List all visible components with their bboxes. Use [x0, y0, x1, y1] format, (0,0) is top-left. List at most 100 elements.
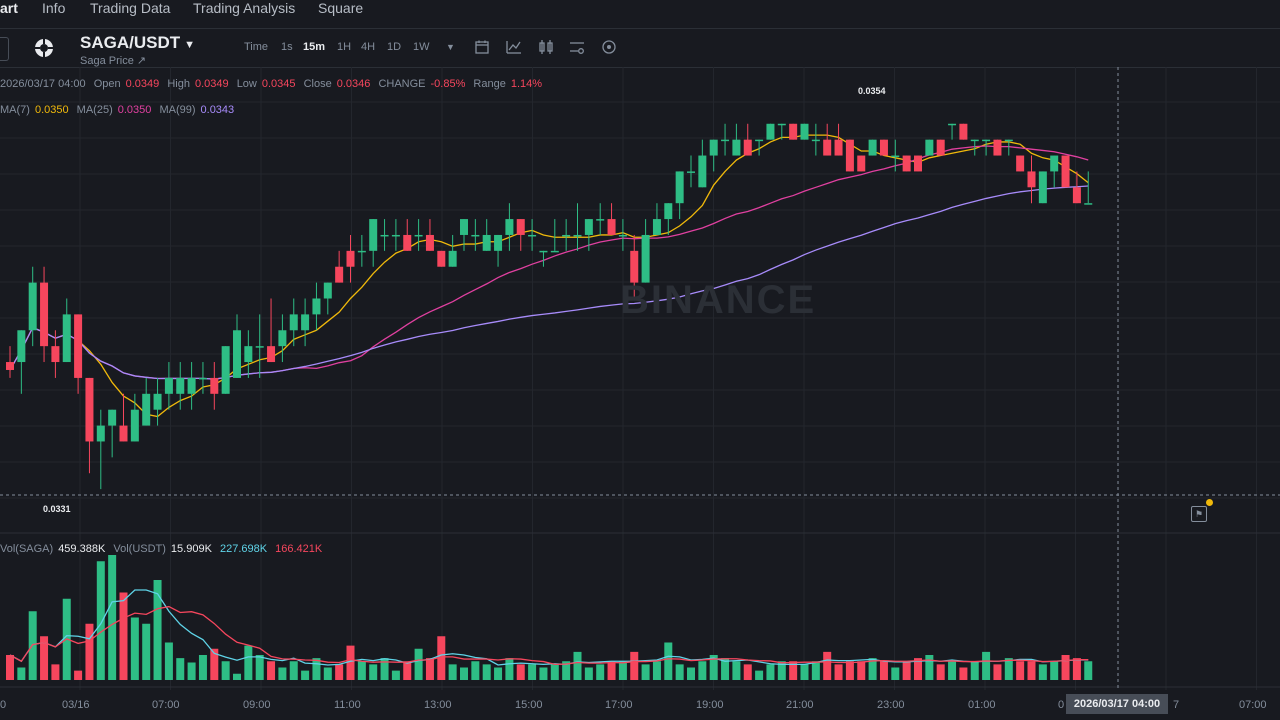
volume-bar: [278, 667, 287, 680]
candle-body: [562, 234, 571, 237]
x-axis-label: 7: [1173, 699, 1180, 711]
interval-dropdown-icon[interactable]: ▼: [446, 42, 455, 52]
candle-body: [391, 234, 400, 237]
candle-body: [323, 282, 332, 299]
pair-selector[interactable]: SAGA/USDT ▼: [80, 33, 195, 53]
volume-bar: [993, 664, 1002, 680]
candle-body: [108, 409, 117, 426]
calendar-icon[interactable]: [474, 39, 490, 55]
tab-info[interactable]: Info: [42, 0, 66, 16]
caret-down-icon: ▼: [184, 39, 196, 51]
volume-bar: [108, 555, 117, 680]
x-axis-label: 09:00: [243, 699, 271, 711]
candle-body: [369, 219, 378, 251]
price-chart[interactable]: [0, 67, 1280, 720]
candle-body: [857, 155, 866, 172]
volume-bar: [1004, 658, 1013, 680]
candle-body: [1050, 155, 1059, 172]
tab-trading-analysis[interactable]: Trading Analysis: [193, 0, 296, 16]
volume-bar: [789, 661, 798, 680]
candle-body: [573, 234, 582, 237]
candle-body: [596, 219, 605, 221]
interval-1d[interactable]: 1D: [387, 41, 402, 53]
interval-1s[interactable]: 1s: [281, 41, 293, 53]
sidebar-toggle-button[interactable]: [0, 37, 9, 61]
candle-body: [982, 139, 991, 142]
volume-bar: [164, 642, 173, 680]
ma7-label: MA(7): [0, 104, 30, 116]
candle-body: [482, 234, 491, 251]
candle-body: [1016, 155, 1025, 172]
x-axis-label: 21:00: [786, 699, 814, 711]
candle-body: [301, 314, 310, 331]
top-nav: art Info Trading Data Trading Analysis S…: [0, 0, 1280, 29]
volume-bar: [845, 661, 854, 680]
volume-bar: [891, 667, 900, 680]
pair-subtitle[interactable]: Saga Price ↗: [80, 55, 147, 67]
volume-bar: [857, 661, 866, 680]
candle-body: [743, 139, 752, 156]
indicator-icon[interactable]: [506, 39, 522, 55]
tab-square[interactable]: Square: [318, 0, 364, 16]
candle-body: [777, 123, 786, 126]
volume-bar: [437, 636, 446, 680]
volume-bar: [130, 617, 139, 680]
interval-15m[interactable]: 15m: [303, 41, 326, 53]
volume-bar: [6, 655, 14, 680]
volume-bar: [800, 664, 809, 680]
candle-body: [1084, 203, 1093, 205]
x-axis-label: 15:00: [515, 699, 543, 711]
tab-chart[interactable]: art: [0, 0, 18, 16]
volume-bar: [176, 658, 185, 680]
high-label: High: [167, 78, 190, 90]
volume-bar: [17, 667, 26, 680]
candle-body: [811, 139, 820, 142]
high-value: 0.0349: [194, 78, 229, 90]
crosshair-target-icon[interactable]: [33, 37, 55, 59]
volume-bar: [40, 636, 49, 680]
volume-bar: [494, 667, 503, 680]
candle-body: [153, 393, 162, 410]
volume-bar: [312, 658, 321, 680]
binance-watermark: BINANCE: [620, 278, 817, 322]
alert-flag-icon[interactable]: ⚑: [1191, 506, 1207, 522]
vol-quote-label: Vol(USDT): [113, 543, 166, 555]
interval-time[interactable]: Time: [244, 41, 269, 53]
candle-body: [993, 139, 1002, 156]
eye-icon[interactable]: [601, 39, 617, 55]
candle-body: [357, 250, 366, 253]
volume-bar: [221, 661, 230, 680]
candle-body: [62, 314, 71, 363]
volume-bar: [721, 658, 730, 680]
volume-bar: [391, 670, 400, 680]
candle-body: [6, 362, 14, 370]
candle-body: [289, 314, 298, 331]
ohlc-legend: 2026/03/17 04:00 Open 0.0349 High 0.0349 L…: [0, 78, 547, 90]
volume-bar: [425, 658, 434, 680]
interval-1w[interactable]: 1W: [413, 41, 430, 53]
candle-body: [902, 155, 911, 172]
x-axis-label: 23:00: [877, 699, 905, 711]
low-price-marker: 0.0331: [43, 504, 71, 514]
interval-1h[interactable]: 1H: [337, 41, 352, 53]
range-value: 1.14%: [510, 78, 543, 90]
candle-body: [652, 219, 661, 235]
volume-bar: [267, 661, 276, 680]
candle-body: [936, 139, 945, 156]
x-axis-label: 17:00: [605, 699, 633, 711]
settings-sliders-icon[interactable]: [569, 39, 585, 55]
range-label: Range: [473, 78, 506, 90]
candle-body: [17, 330, 26, 363]
volume-bar: [959, 667, 968, 680]
layout-icon[interactable]: [538, 39, 554, 55]
candle-body: [948, 123, 957, 126]
interval-4h[interactable]: 4H: [361, 41, 376, 53]
ma99-label: MA(99): [159, 104, 196, 116]
x-axis-label: 03/16: [62, 699, 90, 711]
x-axis-label: 11:00: [334, 699, 361, 711]
candle-body: [1061, 155, 1070, 188]
ohlc-date: 2026/03/17 04:00: [0, 78, 86, 90]
notification-dot: [1206, 499, 1213, 506]
tab-trading-data[interactable]: Trading Data: [90, 0, 171, 16]
vol-ma-fast-value: 227.698K: [219, 543, 268, 555]
